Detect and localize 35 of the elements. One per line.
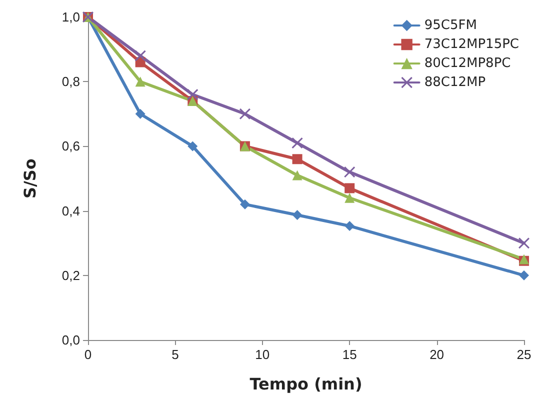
- point: [292, 137, 303, 148]
- y-tick-label: 0,6: [62, 138, 80, 154]
- point: [135, 108, 146, 119]
- legend-label: 88C12MP: [424, 75, 486, 90]
- x-tick-label: 5: [172, 347, 179, 362]
- y-tick-label: 0,0: [62, 332, 80, 348]
- point: [292, 154, 302, 164]
- point: [518, 238, 530, 249]
- x-tick-label: 25: [516, 347, 532, 362]
- point: [188, 141, 198, 152]
- point: [344, 166, 356, 178]
- point: [344, 183, 355, 194]
- point: [239, 108, 250, 120]
- point: [135, 76, 146, 87]
- legend-label: 73C12MP15PC: [424, 37, 520, 52]
- point: [187, 89, 198, 100]
- y-tick-label: 0,4: [62, 203, 80, 218]
- point: [344, 192, 355, 203]
- x-tick-label: 0: [84, 347, 92, 362]
- point: [344, 220, 355, 231]
- legend-label: 95C5FM: [424, 18, 477, 33]
- point: [519, 270, 529, 280]
- point: [134, 50, 146, 62]
- point: [292, 170, 302, 180]
- x-tick-label: 20: [430, 347, 444, 362]
- y-tick-label: 0,2: [62, 268, 80, 283]
- x-axis-title: Tempo (min): [250, 374, 362, 394]
- legend-label: 80C12MP8PC: [424, 56, 511, 71]
- point: [292, 210, 302, 220]
- y-tick-label: 0,8: [62, 74, 80, 90]
- y-tick-label: 1,0: [62, 10, 80, 24]
- y-axis-title: S/So: [20, 158, 40, 198]
- x-tick-label: 10: [255, 347, 270, 362]
- point: [240, 199, 250, 210]
- x-tick-label: 15: [342, 347, 357, 362]
